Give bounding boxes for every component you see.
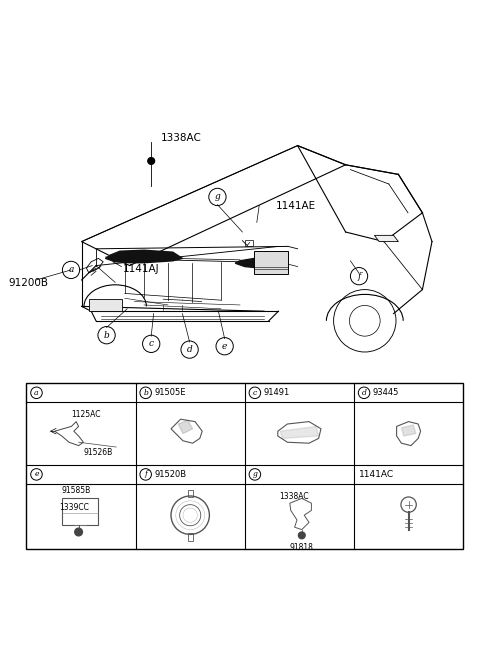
Circle shape	[75, 528, 83, 536]
Text: d: d	[361, 389, 367, 397]
Polygon shape	[401, 425, 416, 436]
Text: g: g	[215, 192, 220, 201]
Text: 91520B: 91520B	[155, 470, 186, 479]
Text: 1338AC: 1338AC	[161, 133, 202, 144]
Text: 1339CC: 1339CC	[60, 504, 89, 512]
Text: g: g	[252, 470, 257, 478]
Text: a: a	[68, 266, 74, 274]
Text: 91200B: 91200B	[9, 278, 48, 288]
Text: 1338AC: 1338AC	[279, 492, 309, 501]
Text: f: f	[357, 272, 361, 281]
Text: d: d	[187, 345, 192, 354]
Bar	[188, 490, 192, 497]
Text: 91491: 91491	[264, 388, 290, 398]
Text: 91585B: 91585B	[61, 486, 91, 495]
Bar	[245, 239, 253, 247]
Bar	[188, 533, 192, 541]
Polygon shape	[374, 236, 398, 241]
Text: 1141AE: 1141AE	[276, 201, 316, 211]
Polygon shape	[235, 257, 278, 268]
Text: e: e	[222, 342, 228, 351]
Circle shape	[148, 157, 155, 164]
Bar	[26, 383, 463, 549]
Text: b: b	[143, 389, 148, 397]
Text: 1141AJ: 1141AJ	[122, 264, 159, 274]
Bar	[254, 251, 288, 274]
Text: f: f	[144, 470, 147, 478]
Text: 1125AC: 1125AC	[72, 410, 101, 419]
Text: 91505E: 91505E	[155, 388, 186, 398]
Text: 91526B: 91526B	[84, 448, 113, 457]
Bar	[89, 298, 122, 311]
Text: c: c	[149, 339, 154, 348]
Text: a: a	[34, 389, 39, 397]
Text: 93445: 93445	[372, 388, 399, 398]
Text: 91818: 91818	[290, 543, 314, 552]
Bar	[62, 499, 98, 525]
Polygon shape	[106, 250, 182, 262]
Circle shape	[299, 532, 305, 539]
Text: b: b	[104, 331, 109, 340]
Polygon shape	[178, 420, 192, 434]
Text: e: e	[34, 470, 39, 478]
Polygon shape	[280, 426, 319, 438]
Text: c: c	[253, 389, 257, 397]
Text: 1141AC: 1141AC	[359, 470, 394, 479]
